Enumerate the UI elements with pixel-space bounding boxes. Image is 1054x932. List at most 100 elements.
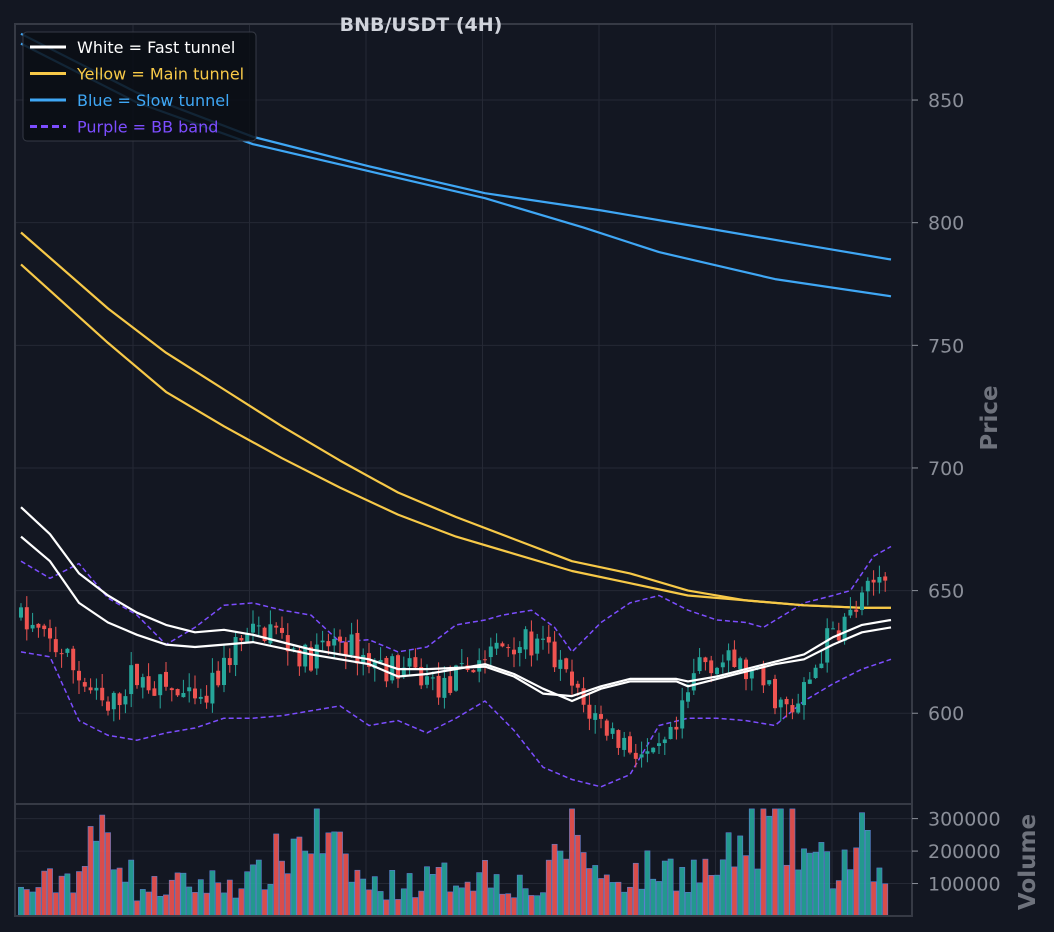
candle-body xyxy=(169,688,174,691)
candle-body xyxy=(645,751,650,754)
volume-bar xyxy=(795,869,802,917)
legend-items: White = Fast tunnel Yellow = Main tunnel B… xyxy=(30,38,244,137)
candle-body xyxy=(19,607,23,618)
volume-bar xyxy=(290,838,297,917)
candle-body xyxy=(193,688,197,699)
candle-body xyxy=(158,674,163,696)
candle-body xyxy=(320,640,325,643)
volume-bar xyxy=(806,852,813,917)
legend-label: Yellow = Main tunnel xyxy=(76,65,244,84)
candle-body xyxy=(309,647,313,671)
volume-bar xyxy=(145,891,152,917)
candle-body xyxy=(42,625,47,630)
volume-bar xyxy=(609,882,616,917)
volume-bar xyxy=(725,832,732,917)
fast-tunnel-lines xyxy=(20,506,892,703)
volume-bar xyxy=(777,808,784,917)
candle-body xyxy=(280,627,284,633)
volume-bar xyxy=(841,849,848,917)
candle-body xyxy=(802,682,806,706)
volume-bar xyxy=(180,872,187,917)
candle-body xyxy=(256,625,261,627)
volume-bar xyxy=(592,865,599,917)
volume-bar xyxy=(406,873,413,917)
volume-bar xyxy=(690,859,697,917)
volume-bar xyxy=(197,879,204,917)
candle-body xyxy=(523,629,528,650)
candle-body xyxy=(570,671,574,686)
volume-bar xyxy=(743,855,749,917)
candle-body xyxy=(164,671,168,687)
volume-bar xyxy=(580,852,587,917)
volume-axis-ticks: 100000 200000 300000 xyxy=(912,809,1001,896)
volume-bar xyxy=(557,850,564,917)
price-tick-label: 650 xyxy=(928,581,964,603)
volume-bar xyxy=(116,867,123,917)
candle-body xyxy=(488,646,493,658)
volume-bar xyxy=(627,886,633,917)
candle-body xyxy=(48,628,52,639)
volume-bar xyxy=(331,831,338,917)
volume-bar xyxy=(719,859,726,917)
bb-upper-line xyxy=(20,545,892,653)
candle-body xyxy=(88,687,93,691)
volume-bar xyxy=(569,808,575,917)
volume-bar xyxy=(18,886,24,917)
candle-body xyxy=(796,703,801,713)
candle-body xyxy=(732,649,737,667)
candle-body xyxy=(703,657,708,663)
volume-bar xyxy=(325,832,332,917)
volume-bar xyxy=(174,872,181,917)
volume-bar xyxy=(453,885,459,917)
candle-body xyxy=(59,653,64,655)
volume-bar xyxy=(342,853,349,917)
candle-body xyxy=(268,624,273,644)
volume-bar xyxy=(766,815,773,917)
candle-body xyxy=(483,659,487,661)
volume-bar xyxy=(279,860,285,917)
volume-bar xyxy=(487,887,494,917)
candle-body xyxy=(546,636,551,643)
volume-bar xyxy=(696,882,703,917)
candle-body xyxy=(459,663,464,665)
candle-body xyxy=(436,675,441,698)
candle-body xyxy=(129,665,134,695)
candle-body xyxy=(30,624,35,629)
volume-bar xyxy=(441,862,448,917)
volume-bar xyxy=(656,881,662,917)
candle-body xyxy=(865,580,870,592)
candle-body xyxy=(662,739,667,744)
volume-bar xyxy=(545,859,552,917)
volume-bar xyxy=(673,890,680,917)
volume-bar xyxy=(783,864,790,917)
volume-bar xyxy=(644,850,651,917)
volume-bar xyxy=(284,873,291,917)
volume-bar xyxy=(255,859,262,917)
volume-bar xyxy=(389,870,396,917)
candle-body xyxy=(535,638,540,654)
candle-body xyxy=(564,658,569,670)
candle-body xyxy=(227,658,232,666)
volume-bar xyxy=(853,847,860,917)
candle-body xyxy=(512,649,516,655)
volume-bar xyxy=(522,888,529,917)
candle-body xyxy=(761,664,766,686)
candle-body xyxy=(558,659,563,669)
candle-body xyxy=(343,642,348,657)
volume-bar xyxy=(505,893,512,917)
candle-body xyxy=(198,696,203,699)
candle-body xyxy=(842,616,847,642)
volume-bar xyxy=(464,881,471,917)
bb-lower-line xyxy=(20,651,892,788)
volume-bar xyxy=(882,883,889,917)
candle-body xyxy=(738,658,743,670)
volume-bar xyxy=(209,870,216,917)
volume-bar xyxy=(447,891,454,917)
candle-body xyxy=(517,647,522,654)
volume-bar xyxy=(151,876,158,917)
candle-body xyxy=(413,657,418,668)
volume-bar xyxy=(864,830,871,917)
candle-body xyxy=(500,643,505,647)
